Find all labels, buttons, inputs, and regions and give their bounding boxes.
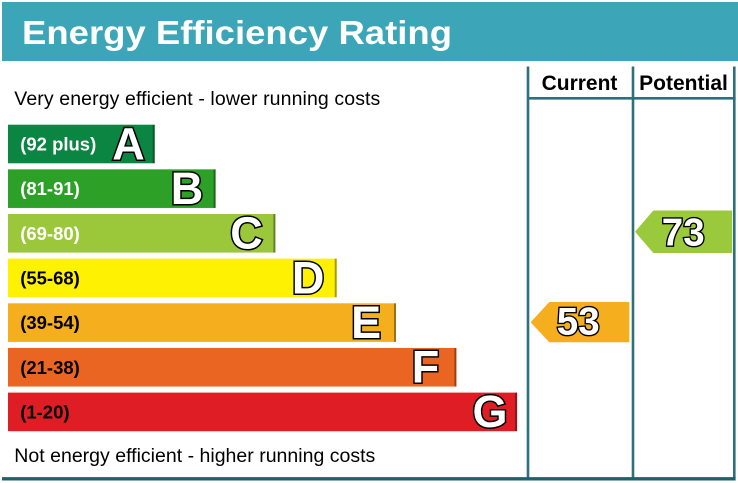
svg-text:Potential: Potential [639,72,728,95]
svg-text:G: G [472,386,507,437]
svg-text:(81-91): (81-91) [20,178,80,199]
svg-text:Very energy efficient - lower: Very energy efficient - lower running co… [14,88,380,110]
svg-text:(21-38): (21-38) [20,357,80,378]
svg-text:F: F [412,342,440,393]
svg-text:(55-68): (55-68) [20,268,80,289]
svg-text:Not energy efficient - higher: Not energy efficient - higher running co… [14,445,375,467]
svg-text:C: C [230,208,263,259]
svg-text:B: B [171,163,204,214]
svg-text:E: E [351,297,381,348]
svg-text:53: 53 [557,300,600,343]
svg-text:(1-20): (1-20) [20,402,69,423]
svg-text:73: 73 [662,211,705,254]
svg-text:(69-80): (69-80) [20,223,80,244]
svg-text:(39-54): (39-54) [20,312,80,333]
svg-text:A: A [112,118,145,169]
svg-text:D: D [292,252,325,303]
svg-text:Current: Current [542,72,618,95]
svg-text:(92 plus): (92 plus) [20,134,96,155]
svg-text:Energy Efficiency Rating: Energy Efficiency Rating [22,15,452,52]
